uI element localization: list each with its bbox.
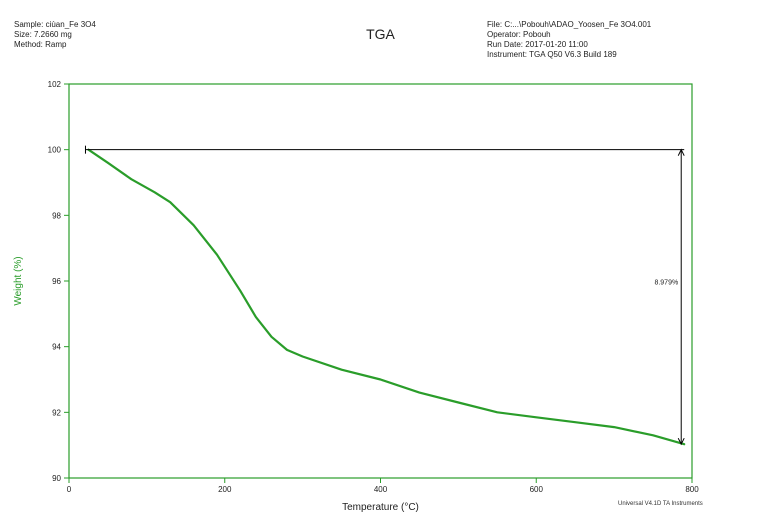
y-tick-label: 94 — [52, 343, 61, 352]
annotations: 8.979% — [84, 145, 685, 446]
operator: Operator: Pobouh — [487, 30, 551, 39]
software-note: Universal V4.1D TA Instruments — [618, 501, 703, 507]
run-info: File: C:...\Pobouh\ADAO_Yoosen_Fe 3O4.00… — [487, 20, 651, 60]
y-axis-title: Weight (%) — [13, 256, 24, 305]
sample-size: Size: 7.2660 mg — [14, 30, 72, 39]
x-tick-label: 0 — [67, 485, 72, 494]
ticks: 0 200 400 600 800 90 92 94 96 98 100 102 — [48, 80, 700, 494]
y-tick-label: 96 — [52, 277, 61, 286]
run-date: Run Date: 2017-01-20 11:00 — [487, 40, 588, 49]
axes — [68, 83, 693, 479]
y-tick-label: 102 — [48, 80, 62, 89]
x-tick-label: 600 — [530, 485, 544, 494]
sample-name: Sample: ciùan_Fe 3O4 — [14, 20, 96, 29]
series — [87, 148, 686, 446]
y-tick-label: 100 — [48, 146, 62, 155]
instrument: Instrument: TGA Q50 V6.3 Build 189 — [487, 50, 617, 59]
file-path: File: C:...\Pobouh\ADAO_Yoosen_Fe 3O4.00… — [487, 20, 652, 29]
plot-frame — [68, 83, 693, 479]
arrow-top — [677, 148, 685, 156]
x-tick-label: 200 — [218, 485, 232, 494]
y-tick-label: 98 — [52, 211, 61, 220]
weight-change-label: 8.979% — [654, 279, 678, 286]
weight-curve — [87, 148, 686, 446]
y-tick-label: 90 — [52, 474, 61, 483]
x-tick-label: 800 — [685, 485, 699, 494]
method: Method: Ramp — [14, 40, 67, 49]
y-tick-label: 92 — [52, 408, 61, 417]
sample-info: Sample: ciùan_Fe 3O4 Size: 7.2660 mg Met… — [14, 20, 96, 50]
x-tick-label: 400 — [374, 485, 388, 494]
arrow-bottom — [677, 437, 685, 446]
chart-title: TGA — [366, 26, 395, 42]
x-axis-title: Temperature (°C) — [342, 502, 419, 513]
